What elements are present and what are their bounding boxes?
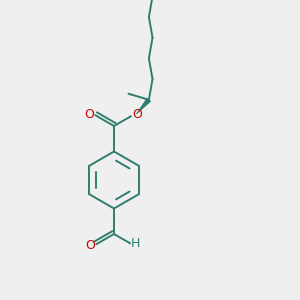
Text: O: O [85, 239, 95, 252]
Text: H: H [131, 237, 140, 250]
Text: O: O [84, 107, 94, 121]
Text: O: O [132, 108, 142, 121]
Polygon shape [136, 98, 151, 114]
